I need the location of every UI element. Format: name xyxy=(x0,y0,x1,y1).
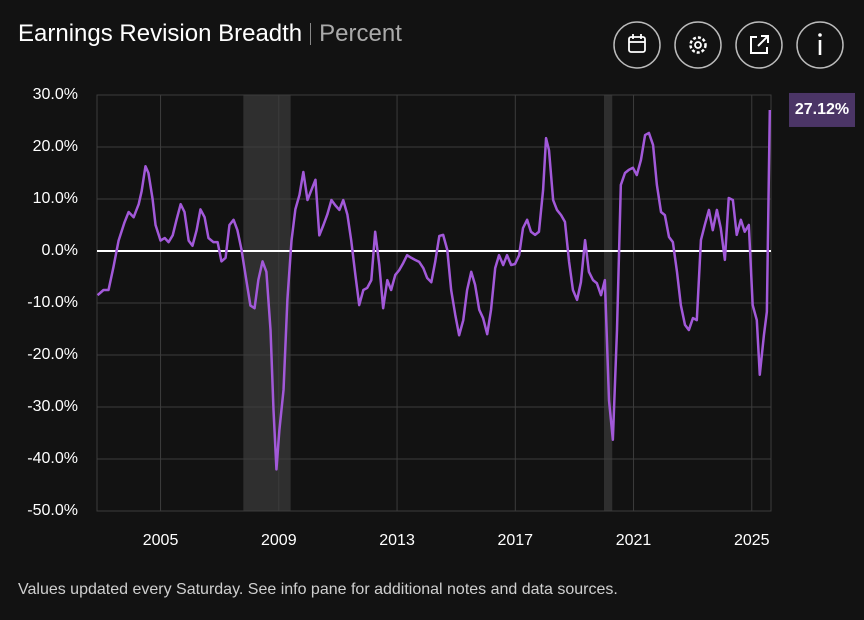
y-tick-label: 30.0% xyxy=(33,86,78,103)
chart-subtitle: Percent xyxy=(319,20,402,47)
x-tick-label: 2025 xyxy=(734,532,770,549)
info-button[interactable] xyxy=(796,21,844,69)
settings-button[interactable] xyxy=(674,21,722,69)
x-tick-label: 2021 xyxy=(616,532,652,549)
chart-title: Earnings Revision Breadth xyxy=(18,20,303,47)
last-value-badge xyxy=(789,92,855,127)
y-tick-label: -20.0% xyxy=(27,346,78,363)
y-tick-label: 20.0% xyxy=(33,138,78,155)
data-line xyxy=(96,109,772,471)
x-tick-label: 2009 xyxy=(261,532,297,549)
export-button[interactable] xyxy=(735,21,783,69)
y-tick-label: 10.0% xyxy=(33,190,78,207)
x-tick-label: 2013 xyxy=(379,532,415,549)
x-tick-label: 2005 xyxy=(143,532,179,549)
y-tick-label: 0.0% xyxy=(42,242,78,259)
y-tick-label: -40.0% xyxy=(27,450,78,467)
header: Earnings Revision Breadth Percent xyxy=(18,20,402,48)
calendar-button[interactable] xyxy=(613,21,661,69)
last-value-label: 27.12% xyxy=(795,101,849,118)
separator xyxy=(310,23,312,45)
y-tick-label: -10.0% xyxy=(27,294,78,311)
plot-frame xyxy=(96,94,772,512)
y-tick-label: -30.0% xyxy=(27,398,78,415)
x-tick-label: 2017 xyxy=(497,532,533,549)
y-tick-label: -50.0% xyxy=(27,502,78,519)
footnote: Values updated every Saturday. See info … xyxy=(18,581,618,598)
